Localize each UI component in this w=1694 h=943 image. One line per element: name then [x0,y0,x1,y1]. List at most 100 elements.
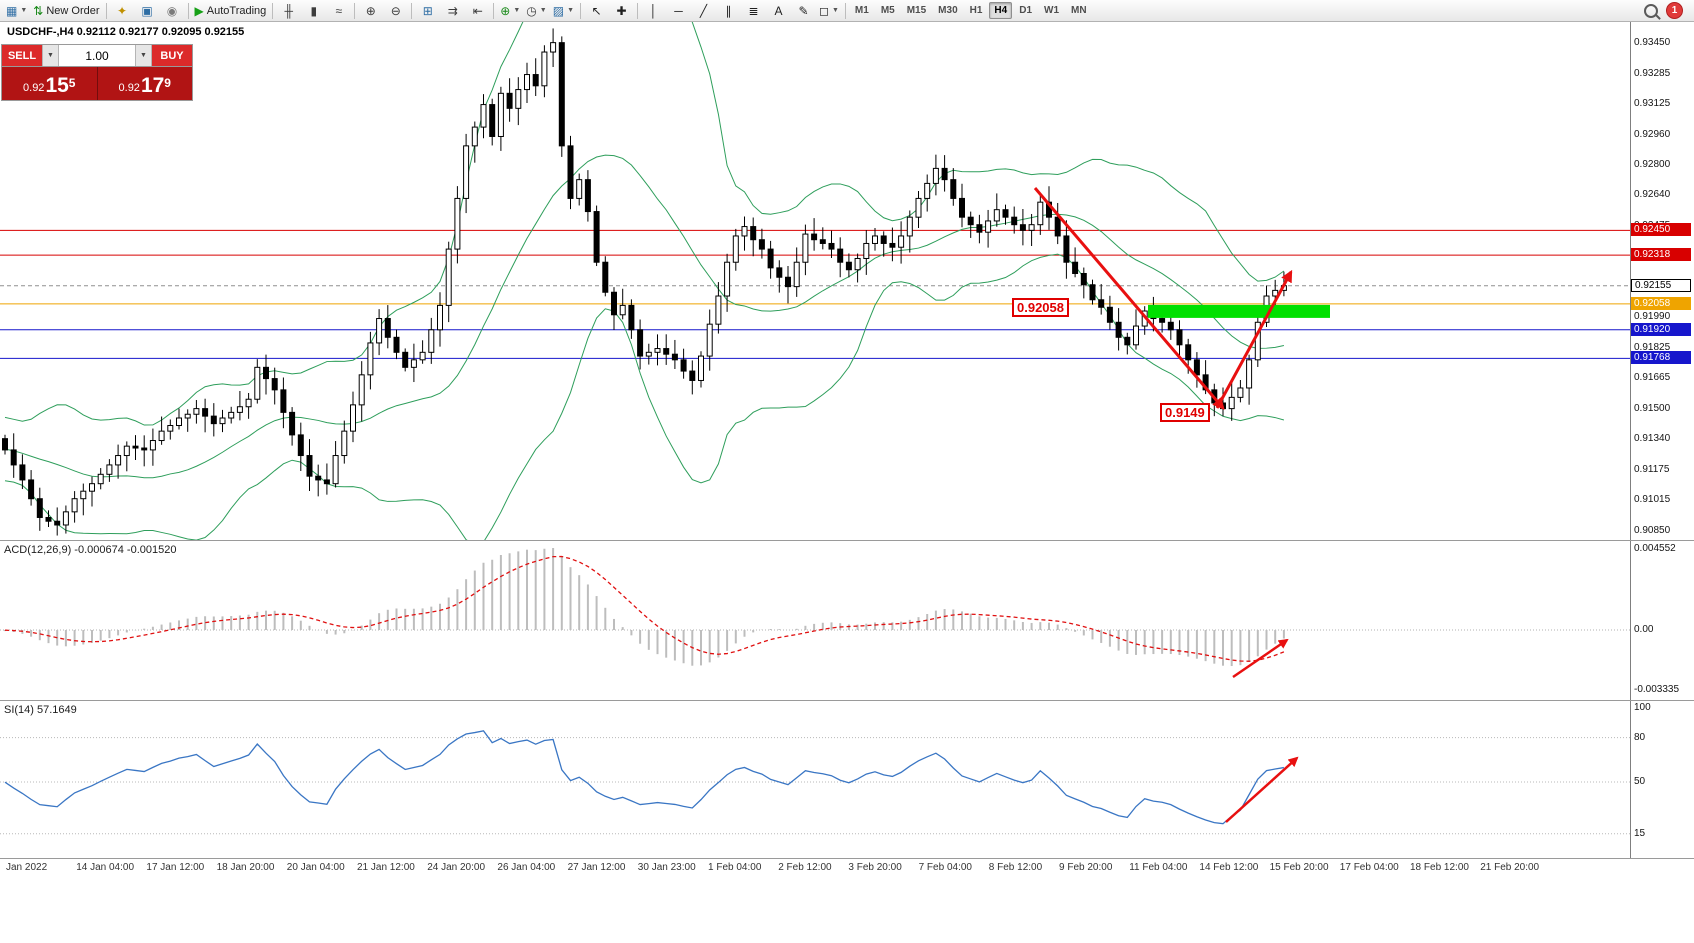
toolbar-right: 1 [1644,2,1691,19]
date-label: 21 Feb 20:00 [1480,862,1540,873]
chevron-down-icon: ▼ [539,7,547,14]
timeframe-m30-button[interactable]: M30 [938,5,958,16]
indicators-button[interactable]: ⊕ ▼ [497,0,523,21]
timeframe-m15-button[interactable]: M15 [906,5,927,16]
date-label: 15 Feb 20:00 [1269,862,1329,873]
buy-price-pip: 9 [164,76,171,90]
cursor-button[interactable]: ↖ [584,0,609,21]
chart-shift-button[interactable]: ⇤ [465,0,490,21]
zoom-out-icon: ⊖ [390,3,401,18]
sell-button[interactable]: SELL [2,45,42,66]
sell-price[interactable]: 0.92 15 5 [2,67,98,100]
timeframe-d1-button[interactable]: D1 [1019,5,1033,16]
date-label: 20 Jan 04:00 [286,862,345,873]
templates-button[interactable]: ▨ ▼ [550,0,577,21]
trendline-button[interactable]: ╱ [691,0,716,21]
zoom-in-icon: ⊕ [365,3,376,18]
expert-advisors-icon: ✦ [117,3,128,18]
chart-info-line: USDCHF-,H4 0.92112 0.92177 0.92095 0.921… [7,26,245,38]
zoom-out-button[interactable]: ⊖ [383,0,408,21]
date-label: 18 Feb 12:00 [1410,862,1469,873]
buy-button[interactable]: BUY [152,45,192,66]
fibonacci-button[interactable]: ≣ [741,0,766,21]
price-tick: 0.91340 [1634,432,1671,444]
horizontal-line-button[interactable]: ─ [666,0,691,21]
chevron-down-icon: ▼ [20,7,28,14]
crosshair-icon: ✚ [616,3,627,18]
price-tick: 0.91175 [1634,463,1670,475]
auto-scroll-button[interactable]: ⇉ [440,0,465,21]
market-watch-button[interactable]: ◉ [160,0,185,21]
macd-label: ACD(12,26,9) -0.000674 -0.001520 [4,544,177,556]
price-scale[interactable]: 0.93450 0.93285 0.93125 0.92960 0.92800 0.926… [1630,22,1694,540]
new-chart-button[interactable]: ▦ ▼ [3,0,30,21]
level-price-label[interactable]: 0.92058 [1012,298,1069,317]
trendline-icon: ╱ [699,3,708,18]
low-price-label[interactable]: 0.9149 [1160,403,1210,422]
bar-chart-icon: ╫ [284,3,294,18]
autotrading-button[interactable]: ▶ AutoTrading [194,3,267,18]
price-box: 0.92318 [1631,248,1691,262]
indicators-icon: ⊕ [500,3,511,18]
periods-button[interactable]: ◷ ▼ [523,0,549,21]
crosshair-button[interactable]: ✚ [609,0,634,21]
channel-button[interactable]: ∥ [716,0,741,21]
line-chart-button[interactable]: ≈ [326,0,351,21]
timeframe-w1-button[interactable]: W1 [1044,5,1060,16]
volume-input[interactable] [59,45,135,66]
shapes-button[interactable]: ◻ ▼ [816,0,842,21]
time-axis[interactable]: Jan 2022 14 Jan 04:00 17 Jan 12:00 18 Jan 2… [0,859,1694,880]
autotrading-icon: ▶ [194,3,204,18]
timeframe-mn-button[interactable]: MN [1071,5,1087,16]
price-tick: 0.93450 [1634,36,1671,48]
toolbar-separator [493,2,495,19]
sell-options-caret-icon[interactable]: ▼ [42,45,59,66]
data-window-button[interactable]: ▣ [135,0,160,21]
buy-price[interactable]: 0.92 17 9 [98,67,193,100]
timeframe-m1-button[interactable]: M1 [854,5,869,16]
search-icon[interactable] [1644,3,1658,18]
arrow-label-button[interactable]: ✎ [791,0,816,21]
bar-chart-button[interactable]: ╫ [276,0,301,21]
tile-windows-button[interactable]: ⊞ [415,0,440,21]
channel-icon: ∥ [725,3,732,18]
chevron-down-icon: ▼ [567,7,574,14]
notification-badge[interactable]: 1 [1666,2,1683,19]
timeframe-m5-button[interactable]: M5 [880,5,895,16]
toolbar-separator [105,2,107,19]
date-label: 27 Jan 12:00 [567,862,626,873]
rsi-scale[interactable]: 100 80 50 15 [1630,701,1694,858]
new-order-button[interactable]: ⇅ New Order [33,3,100,18]
price-chart-panel: USDCHF-,H4 0.92112 0.92177 0.92095 0.921… [0,22,1694,540]
price-tick: 0.93125 [1634,97,1671,109]
date-label: 8 Feb 12:00 [988,862,1043,873]
date-label: 21 Jan 12:00 [357,862,415,873]
macd-scale[interactable]: 0.004552 0.00 -0.003335 [1630,541,1694,700]
timeframe-h1-button[interactable]: H1 [969,5,983,16]
text-button[interactable]: A [766,0,791,21]
price-tick: 0.92800 [1634,158,1671,170]
date-label: 17 Feb 04:00 [1339,862,1399,873]
date-label: 26 Jan 04:00 [497,862,556,873]
arrow-label-icon: ✎ [798,3,809,18]
macd-tick: 0.004552 [1634,543,1676,554]
toolbar: ▦ ▼ ⇅ New Order ✦ ▣ ◉ ▶ AutoTrading ╫ ▮ ≈ ⊕ ⊖ ⊞ ⇉ ⇤ ⊕ ▼ ◷ ▼ ▨… [0,0,1694,22]
price-tick: 0.93285 [1634,67,1671,79]
data-window-icon: ▣ [141,3,153,18]
zoom-in-button[interactable]: ⊕ [358,0,383,21]
rsi-plot-area[interactable] [0,701,1630,858]
tile-windows-icon: ⊞ [422,3,433,18]
chart-plot-area[interactable] [0,22,1630,540]
panel-separator[interactable] [0,700,1694,701]
timeframe-h4-button[interactable]: H4 [989,2,1013,19]
volume-caret-icon[interactable]: ▼ [135,45,152,66]
panel-separator[interactable] [0,540,1694,541]
price-box: 0.92155 [1631,278,1691,292]
line-chart-icon: ≈ [335,3,343,18]
price-tick: 0.91825 [1634,341,1671,353]
expert-advisors-button[interactable]: ✦ [110,0,135,21]
toolbar-separator [580,2,581,19]
candlestick-button[interactable]: ▮ [301,0,326,21]
vertical-line-button[interactable]: │ [641,0,666,21]
macd-plot-area[interactable] [0,541,1630,700]
